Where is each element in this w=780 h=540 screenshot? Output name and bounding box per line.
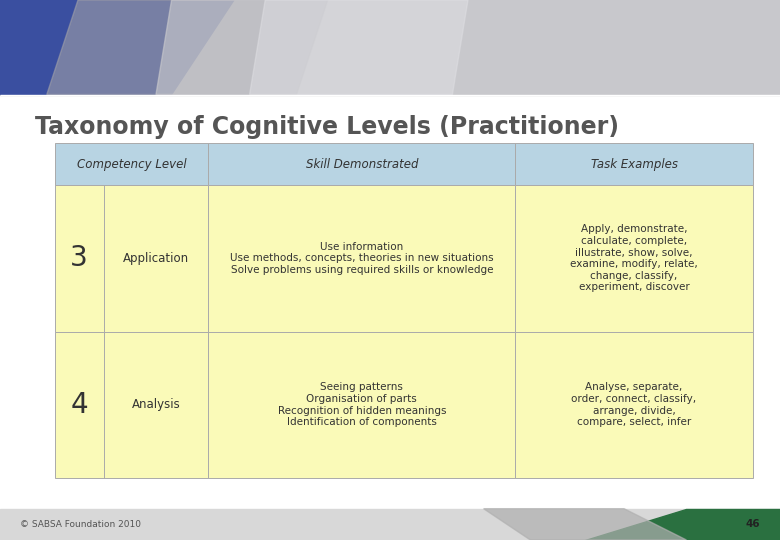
Bar xyxy=(0,94,780,95)
Polygon shape xyxy=(484,509,686,540)
Bar xyxy=(516,332,753,478)
Bar xyxy=(55,332,208,478)
Bar xyxy=(0,94,780,509)
Bar xyxy=(0,0,780,94)
Text: Analysis: Analysis xyxy=(132,398,180,411)
Bar xyxy=(516,143,753,185)
Bar xyxy=(55,185,208,332)
Polygon shape xyxy=(250,0,468,94)
Bar xyxy=(208,143,516,185)
Bar xyxy=(208,332,516,478)
Bar xyxy=(55,143,208,185)
Text: Seeing patterns
Organisation of parts
Recognition of hidden meanings
Identificat: Seeing patterns Organisation of parts Re… xyxy=(278,382,446,427)
Text: Application: Application xyxy=(123,252,189,265)
Polygon shape xyxy=(156,0,406,94)
Text: Skill Demonstrated: Skill Demonstrated xyxy=(306,158,418,171)
Text: Taxonomy of Cognitive Levels (Practitioner): Taxonomy of Cognitive Levels (Practition… xyxy=(35,115,619,139)
Bar xyxy=(0,509,780,540)
Text: Analyse, separate,
order, connect, classify,
arrange, divide,
compare, select, i: Analyse, separate, order, connect, class… xyxy=(572,382,697,427)
Text: Use information
Use methods, concepts, theories in new situations
Solve problems: Use information Use methods, concepts, t… xyxy=(230,242,494,275)
Polygon shape xyxy=(0,0,234,94)
Text: Competency Level: Competency Level xyxy=(76,158,186,171)
Text: Task Examples: Task Examples xyxy=(590,158,678,171)
Polygon shape xyxy=(47,0,328,94)
Text: 4: 4 xyxy=(70,391,88,418)
Polygon shape xyxy=(585,509,780,540)
Bar xyxy=(208,185,516,332)
Text: Apply, demonstrate,
calculate, complete,
illustrate, show, solve,
examine, modif: Apply, demonstrate, calculate, complete,… xyxy=(570,225,698,292)
Text: © SABSA Foundation 2010: © SABSA Foundation 2010 xyxy=(20,520,140,529)
Bar xyxy=(516,185,753,332)
Text: 3: 3 xyxy=(70,245,88,272)
Text: 46: 46 xyxy=(746,519,760,529)
